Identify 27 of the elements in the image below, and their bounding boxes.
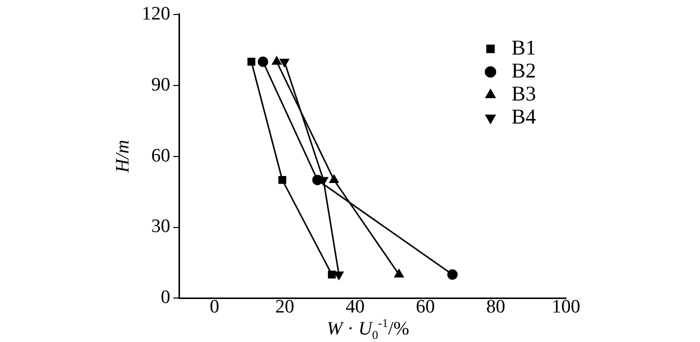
point [280, 58, 290, 67]
x-tick-label: 40 [346, 296, 365, 318]
x-tick-label: 0 [210, 296, 220, 318]
x-tick-label: 60 [416, 296, 435, 318]
point [329, 174, 339, 183]
point [447, 269, 458, 280]
point [272, 56, 282, 65]
legend-label: B1 [511, 35, 536, 60]
x-axis-title: W · U$_{0}$$^{-1}$/% [326, 316, 410, 342]
y-tick-label: 90 [151, 74, 170, 96]
point [258, 56, 268, 67]
point [334, 272, 344, 280]
y-axis-title: H/m [112, 140, 134, 174]
legend-label: B2 [511, 58, 536, 82]
point [328, 270, 336, 278]
point [247, 58, 256, 66]
point [278, 176, 286, 184]
y-tick-label: 120 [142, 3, 170, 24]
point [312, 174, 323, 186]
y-tick-label: 30 [151, 216, 170, 238]
point [394, 269, 404, 278]
x-tick-label: 80 [486, 296, 506, 318]
x-tick-label: 100 [552, 296, 580, 318]
legend-label: B4 [511, 104, 536, 128]
y-tick-label: 60 [151, 145, 170, 166]
x-tick-label: 20 [275, 296, 294, 318]
legend-label: B3 [511, 81, 536, 106]
